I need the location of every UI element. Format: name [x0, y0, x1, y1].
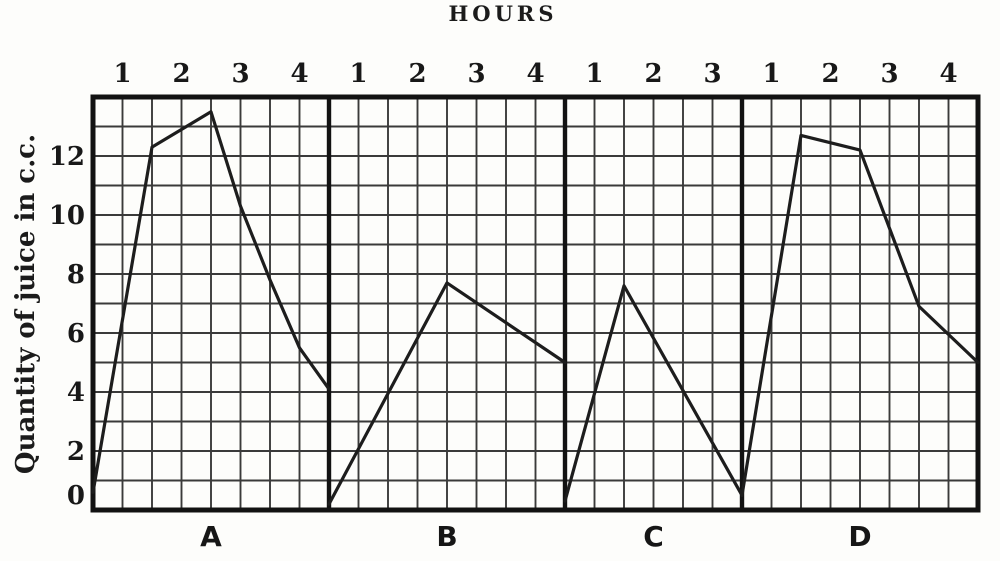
section-labels: A B C D: [200, 520, 871, 553]
hour-tick-label: 3: [467, 59, 485, 89]
section-label: B: [436, 520, 457, 553]
y-tick-label: 12: [49, 142, 85, 172]
y-tick-label: 2: [67, 437, 85, 467]
hour-tick-label: 2: [172, 59, 190, 89]
hour-tick-label: 2: [644, 59, 662, 89]
curves: [91, 110, 980, 506]
section-dividers: [326, 97, 745, 510]
grid-lines: [93, 97, 978, 510]
y-tick-label: 10: [49, 201, 85, 231]
section-label: C: [643, 520, 664, 553]
hour-tick-label: 1: [349, 59, 367, 89]
hour-tick-label: 4: [939, 59, 957, 89]
hour-tick-label: 1: [113, 59, 131, 89]
curve-A: [91, 110, 331, 494]
curve-C: [563, 284, 744, 503]
hour-tick-labels: 1 2 3 4 1 2 3 4 1 2 3 1 2 3 4: [113, 59, 957, 89]
hour-tick-label: 3: [880, 59, 898, 89]
y-tick-label: 4: [67, 378, 85, 408]
hour-tick-label: 2: [408, 59, 426, 89]
plot-border: [90, 94, 981, 513]
hour-tick-label: 4: [290, 59, 308, 89]
curve-D: [740, 133, 980, 497]
y-tick-labels: 0 2 4 6 8 10 12: [49, 142, 85, 511]
hour-tick-label: 3: [231, 59, 249, 89]
y-tick-label: 8: [67, 260, 85, 290]
curve-B: [327, 281, 567, 506]
hour-tick-label: 3: [703, 59, 721, 89]
chart-title: HOURS: [448, 1, 558, 26]
hour-tick-label: 1: [762, 59, 780, 89]
hour-tick-label: 4: [526, 59, 544, 89]
hour-tick-label: 2: [821, 59, 839, 89]
section-label: A: [200, 520, 222, 553]
section-label: D: [848, 520, 871, 553]
hour-tick-label: 1: [585, 59, 603, 89]
y-tick-label: 6: [67, 319, 85, 349]
y-tick-label: 0: [67, 481, 85, 511]
